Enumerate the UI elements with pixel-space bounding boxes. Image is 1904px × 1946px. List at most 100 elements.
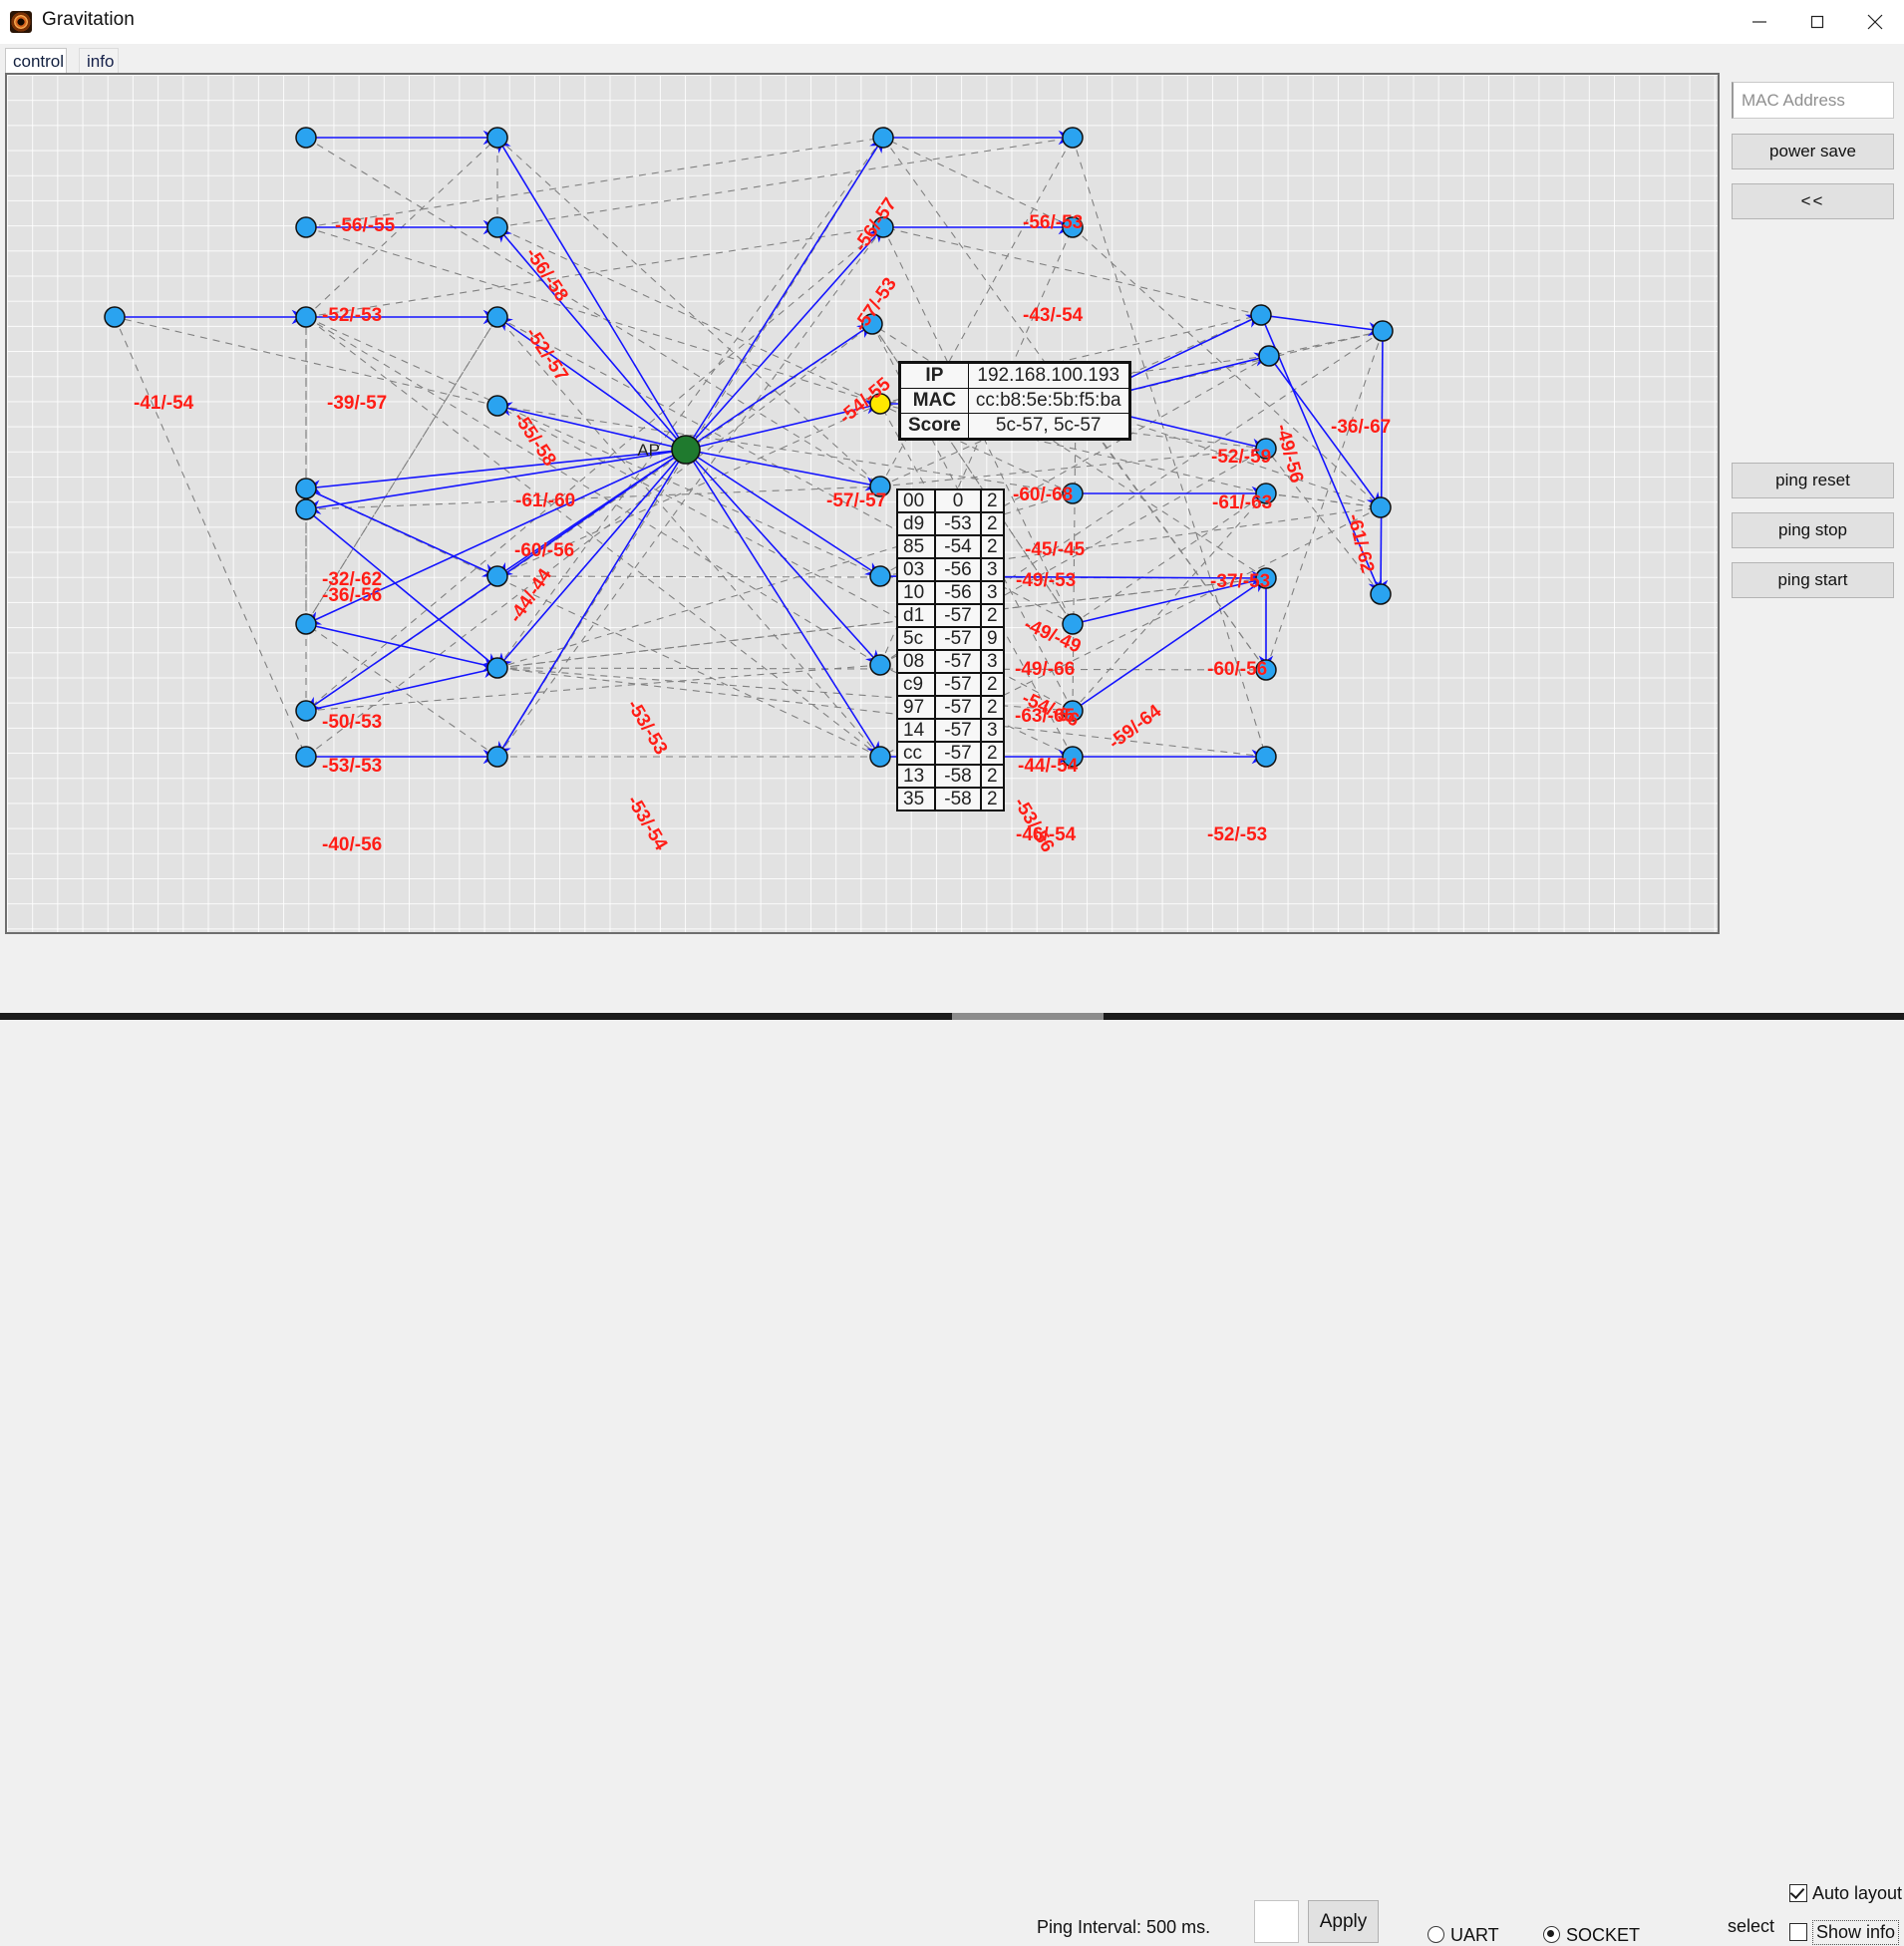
graph-node[interactable] bbox=[295, 127, 317, 149]
idle-edge bbox=[879, 506, 1382, 758]
table-cell: 00 bbox=[896, 488, 936, 513]
tab-strip: control info bbox=[0, 44, 1904, 73]
graph-node[interactable] bbox=[1062, 483, 1084, 504]
tab-control[interactable]: control bbox=[5, 48, 67, 73]
active-edge bbox=[304, 449, 687, 494]
graph-node[interactable] bbox=[295, 613, 317, 635]
active-edge bbox=[496, 449, 687, 759]
graph-canvas[interactable]: AP -56/-55 -56/-58 -56/-53 -56/-57 -52/-53 -5… bbox=[5, 73, 1720, 934]
graph-node[interactable] bbox=[104, 306, 126, 328]
graph-node[interactable] bbox=[486, 395, 508, 417]
graph-node-hub[interactable]: AP bbox=[637, 435, 701, 465]
blackhole-icon bbox=[10, 11, 32, 33]
ping-stop-button[interactable]: ping stop bbox=[1732, 512, 1894, 548]
table-cell: -53 bbox=[934, 511, 982, 536]
graph-node-selected[interactable] bbox=[869, 393, 891, 415]
graph-node[interactable] bbox=[1062, 613, 1084, 635]
graph-node[interactable] bbox=[1255, 483, 1277, 504]
graph-node[interactable] bbox=[295, 216, 317, 238]
idle-edge bbox=[305, 134, 885, 228]
tab-info[interactable]: info bbox=[79, 48, 119, 73]
idle-edge bbox=[871, 323, 1074, 625]
graph-node[interactable] bbox=[1372, 320, 1394, 342]
graph-node[interactable] bbox=[486, 306, 508, 328]
graph-node[interactable] bbox=[1062, 127, 1084, 149]
radio-socket-icon bbox=[1543, 1926, 1560, 1943]
radio-uart[interactable]: UART bbox=[1428, 1925, 1499, 1946]
table-row: 5c -57 9 bbox=[896, 626, 1005, 651]
graph-node[interactable] bbox=[869, 565, 891, 587]
checkbox-show-info[interactable]: Show info bbox=[1789, 1920, 1900, 1945]
graph-node[interactable] bbox=[295, 306, 317, 328]
power-save-button[interactable]: power save bbox=[1732, 134, 1894, 169]
ping-start-button[interactable]: ping start bbox=[1732, 562, 1894, 598]
table-cell: 35 bbox=[896, 787, 936, 811]
apply-button[interactable]: Apply bbox=[1308, 1900, 1379, 1943]
graph-node[interactable] bbox=[1062, 746, 1084, 768]
radio-socket[interactable]: SOCKET bbox=[1543, 1925, 1640, 1946]
idle-edge bbox=[1267, 330, 1384, 359]
idle-edge bbox=[1265, 448, 1382, 595]
graph-node[interactable] bbox=[295, 478, 317, 499]
table-cell: -56 bbox=[934, 557, 982, 582]
graph-node[interactable] bbox=[1255, 567, 1277, 589]
idle-edge bbox=[496, 226, 1074, 494]
graph-node[interactable] bbox=[486, 657, 508, 679]
idle-edge bbox=[113, 314, 498, 407]
graph-node[interactable] bbox=[861, 313, 883, 335]
checkbox-auto-layout-icon bbox=[1789, 1884, 1807, 1902]
active-edge bbox=[495, 225, 687, 451]
graph-node[interactable] bbox=[1370, 496, 1392, 518]
graph-node[interactable] bbox=[1370, 583, 1392, 605]
graph-node[interactable] bbox=[872, 216, 894, 238]
ping-interval-input[interactable] bbox=[1254, 1900, 1299, 1943]
network-graph[interactable]: AP bbox=[7, 75, 1718, 932]
graph-node[interactable] bbox=[486, 565, 508, 587]
active-edge bbox=[305, 487, 499, 577]
table-cell: -58 bbox=[934, 787, 982, 811]
graph-node[interactable] bbox=[295, 746, 317, 768]
collapse-button[interactable]: << bbox=[1732, 183, 1894, 219]
table-cell: cc bbox=[896, 741, 936, 766]
active-edge bbox=[1072, 574, 1268, 625]
graph-node[interactable] bbox=[486, 216, 508, 238]
graph-node[interactable] bbox=[1062, 216, 1084, 238]
idle-edge bbox=[496, 665, 1268, 675]
graph-node[interactable] bbox=[486, 746, 508, 768]
graph-node[interactable] bbox=[295, 700, 317, 722]
active-edge bbox=[495, 402, 687, 451]
graph-node[interactable] bbox=[295, 498, 317, 520]
checkbox-auto-layout[interactable]: Auto layout bbox=[1789, 1883, 1902, 1904]
graph-node[interactable] bbox=[1255, 746, 1277, 768]
active-edge bbox=[1072, 577, 1268, 712]
idle-edge bbox=[1072, 492, 1267, 712]
graph-node[interactable] bbox=[1258, 345, 1280, 367]
idle-edge bbox=[305, 323, 873, 758]
graph-node[interactable] bbox=[1255, 438, 1277, 460]
infobox-value: cc:b8:5e:5b:f5:ba bbox=[967, 388, 1129, 414]
graph-node[interactable] bbox=[869, 654, 891, 676]
minimize-button[interactable] bbox=[1731, 0, 1788, 44]
graph-node[interactable] bbox=[1255, 659, 1277, 681]
mac-address-input[interactable] bbox=[1732, 82, 1894, 119]
ping-reset-button[interactable]: ping reset bbox=[1732, 463, 1894, 498]
maximize-button[interactable] bbox=[1788, 0, 1846, 44]
graph-node[interactable] bbox=[486, 127, 508, 149]
close-button[interactable] bbox=[1846, 0, 1904, 44]
table-row: 97 -57 2 bbox=[896, 695, 1005, 720]
table-cell: -57 bbox=[934, 649, 982, 674]
idle-edge bbox=[305, 316, 881, 758]
graph-node[interactable] bbox=[872, 127, 894, 149]
idle-edge bbox=[879, 355, 1270, 577]
scrollbar-thumb[interactable] bbox=[952, 1013, 1104, 1020]
graph-node[interactable] bbox=[869, 746, 891, 768]
active-edge bbox=[685, 449, 882, 491]
infobox-key: Score bbox=[900, 413, 969, 439]
graph-node[interactable] bbox=[1062, 700, 1084, 722]
node-layer[interactable]: AP bbox=[104, 127, 1394, 768]
horizontal-scrollbar[interactable] bbox=[0, 1013, 1904, 1020]
table-cell: 10 bbox=[896, 580, 936, 605]
graph-node[interactable] bbox=[1250, 304, 1272, 326]
graph-node[interactable] bbox=[869, 476, 891, 497]
table-cell: 3 bbox=[980, 649, 1005, 674]
